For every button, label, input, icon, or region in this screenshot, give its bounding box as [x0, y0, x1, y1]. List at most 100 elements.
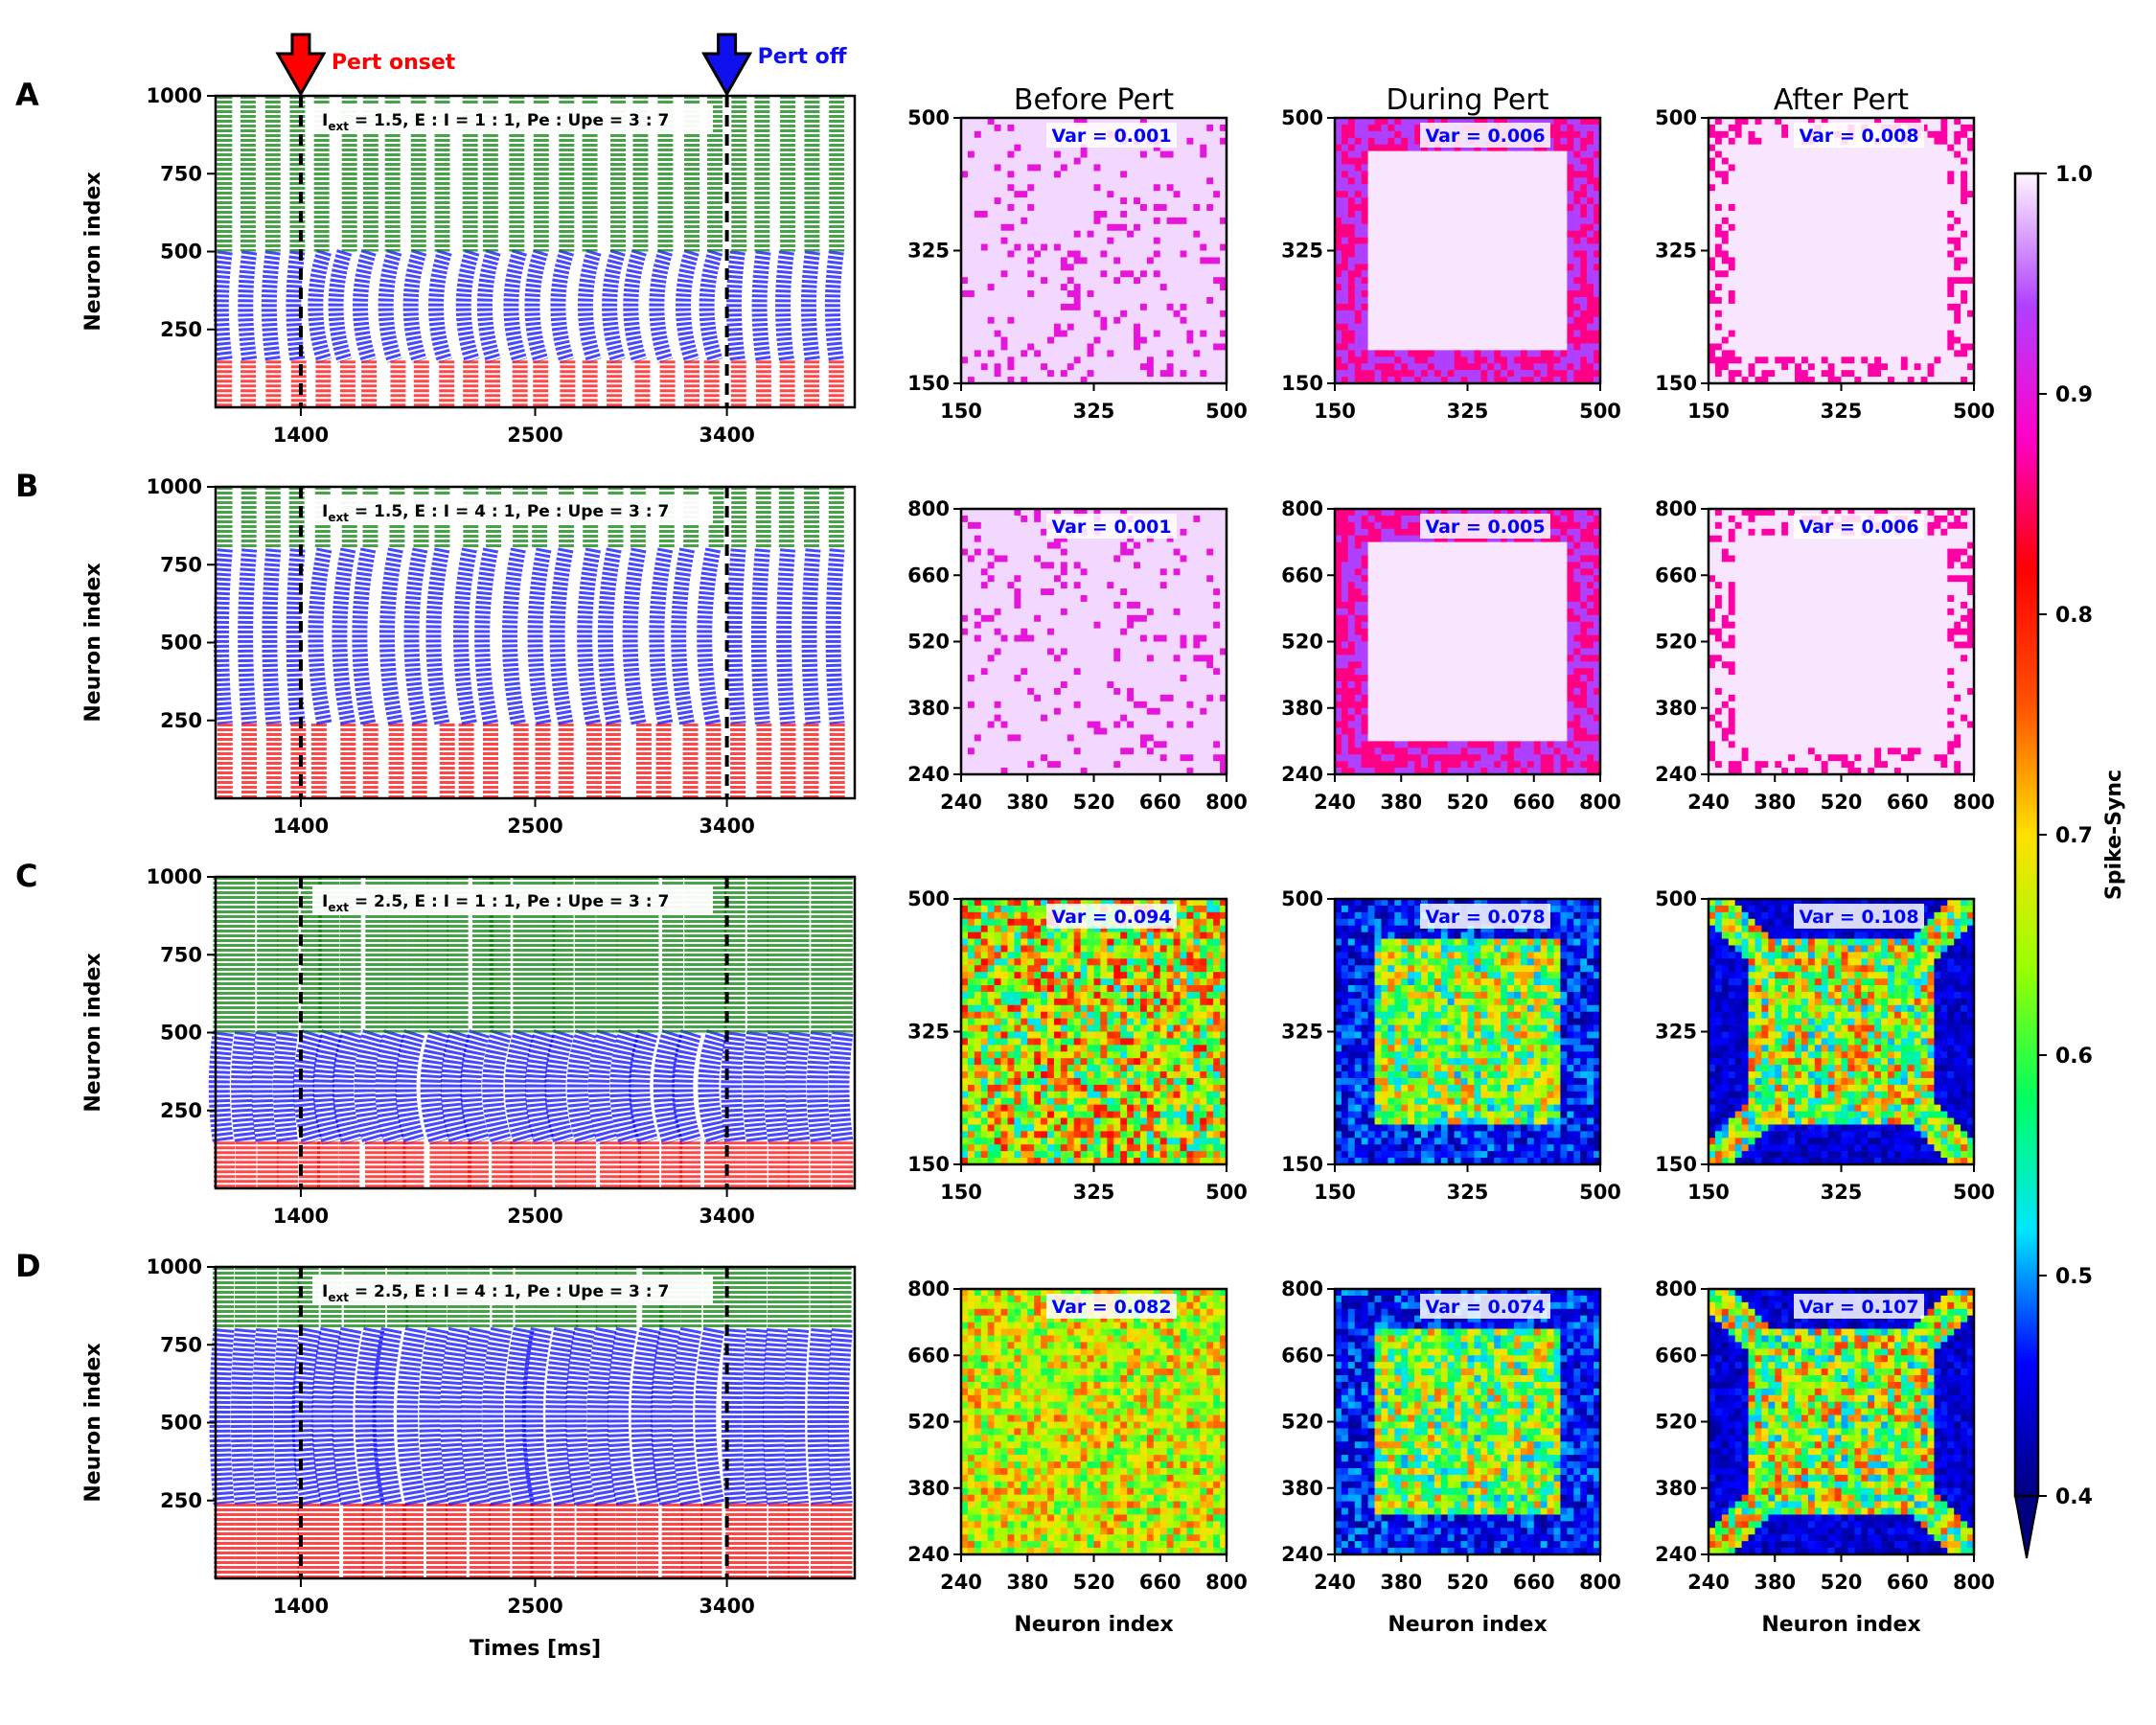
- matrix-cell: [1947, 230, 1955, 238]
- matrix-cell: [1947, 270, 1955, 278]
- matrix-cell: [1494, 230, 1502, 238]
- matrix-cell: [1186, 257, 1194, 264]
- matrix-cell: [1000, 150, 1008, 158]
- matrix-cell: [1000, 336, 1008, 344]
- matrix-cell: [1580, 171, 1588, 178]
- matrix-cell: [1761, 370, 1769, 378]
- matrix-cell: [1841, 264, 1848, 271]
- matrix-cell: [1034, 350, 1042, 357]
- matrix-cell: [1034, 336, 1042, 344]
- matrix-cell: [1775, 204, 1782, 212]
- matrix-cell: [1709, 350, 1716, 357]
- matrix-cell: [1501, 316, 1508, 324]
- matrix-cell: [1467, 377, 1475, 384]
- matrix-cell: [1501, 323, 1508, 331]
- matrix-cell: [1347, 191, 1356, 198]
- matrix-cell: [1467, 157, 1475, 165]
- matrix-cell: [1507, 343, 1515, 351]
- matrix-cell: [1580, 217, 1588, 225]
- matrix-cell: [1153, 264, 1161, 271]
- matrix-cell: [1440, 150, 1449, 158]
- matrix-cell: [1460, 277, 1468, 285]
- matrix-cell: [1755, 336, 1762, 344]
- matrix-cell: [1795, 118, 1802, 126]
- matrix-cell: [1755, 144, 1762, 151]
- matrix-cell: [1887, 217, 1895, 225]
- matrix-cell: [1861, 230, 1869, 238]
- matrix-cell: [1460, 197, 1468, 205]
- matrix-cell: [1868, 316, 1875, 324]
- matrix-cell: [1520, 350, 1528, 357]
- matrix-cell: [1526, 284, 1535, 291]
- matrix-cell: [1874, 150, 1882, 158]
- matrix-cell: [1427, 184, 1435, 192]
- var-label-bg: [1420, 123, 1550, 148]
- matrix-cell: [1474, 171, 1481, 178]
- matrix-cell: [1060, 230, 1068, 238]
- matrix-cell: [1881, 230, 1889, 238]
- matrix-cell: [1414, 323, 1422, 331]
- matrix-cell: [1834, 210, 1842, 218]
- matrix-cell: [1007, 171, 1015, 178]
- matrix-cell: [1041, 377, 1048, 384]
- matrix-cell: [1520, 370, 1528, 378]
- spike-volley: [649, 249, 674, 363]
- matrix-cell: [1440, 303, 1449, 311]
- matrix-cell: [1206, 356, 1214, 364]
- matrix-cell: [1041, 336, 1048, 344]
- matrix-cell: [1494, 264, 1502, 271]
- matrix-cell: [1513, 230, 1522, 238]
- matrix-cell: [1573, 197, 1581, 205]
- matrix-cell: [1206, 191, 1214, 198]
- matrix-cell: [1460, 336, 1468, 344]
- matrix-cell: [974, 210, 982, 218]
- matrix-cell: [1900, 164, 1909, 172]
- matrix-cell: [1021, 150, 1028, 158]
- matrix-cell: [1421, 150, 1429, 158]
- matrix-cell: [1000, 124, 1008, 132]
- matrix-cell: [1113, 330, 1121, 337]
- matrix-cell: [1146, 277, 1155, 285]
- matrix-cell: [1434, 316, 1442, 324]
- matrix-cell: [1587, 177, 1594, 185]
- matrix-cell: [1067, 164, 1075, 172]
- matrix-cell: [961, 356, 969, 364]
- matrix-cell: [1934, 191, 1941, 198]
- matrix-cell: [1401, 257, 1409, 264]
- matrix-cell: [1507, 323, 1515, 331]
- matrix-cell: [1053, 363, 1062, 371]
- matrix-cell: [1861, 118, 1869, 126]
- matrix-cell: [1021, 210, 1028, 218]
- matrix-cell: [1501, 237, 1508, 244]
- matrix-cell: [1934, 316, 1941, 324]
- matrix-cell: [1173, 230, 1181, 238]
- matrix-cell: [1107, 150, 1114, 158]
- matrix-cell: [1807, 118, 1816, 126]
- matrix-cell: [1721, 290, 1730, 298]
- matrix-cell: [1460, 257, 1468, 264]
- matrix-cell: [1594, 303, 1601, 311]
- y-tick-label: 250: [160, 318, 202, 341]
- matrix-cell: [1213, 191, 1221, 198]
- matrix-cell: [1139, 243, 1148, 251]
- matrix-cell: [1967, 370, 1975, 378]
- matrix-cell: [1741, 356, 1749, 364]
- matrix-cell: [1526, 330, 1535, 337]
- matrix-cell: [1847, 343, 1855, 351]
- matrix-cell: [1934, 150, 1941, 158]
- matrix-cell: [1501, 330, 1508, 337]
- matrix-cell: [1060, 336, 1068, 344]
- matrix-cell: [1861, 343, 1869, 351]
- matrix-cell: [1834, 118, 1842, 126]
- matrix-cell: [1961, 303, 1968, 311]
- matrix-cell: [1053, 343, 1062, 351]
- matrix-cell: [1961, 323, 1968, 331]
- matrix-cell: [1734, 124, 1742, 132]
- matrix-cell: [967, 290, 975, 298]
- matrix-cell: [1053, 223, 1062, 232]
- matrix-cell: [1427, 210, 1435, 218]
- matrix-cell: [1080, 336, 1088, 344]
- matrix-cell: [1367, 237, 1375, 244]
- matrix-cell: [1014, 184, 1021, 192]
- matrix-cell: [1594, 277, 1601, 285]
